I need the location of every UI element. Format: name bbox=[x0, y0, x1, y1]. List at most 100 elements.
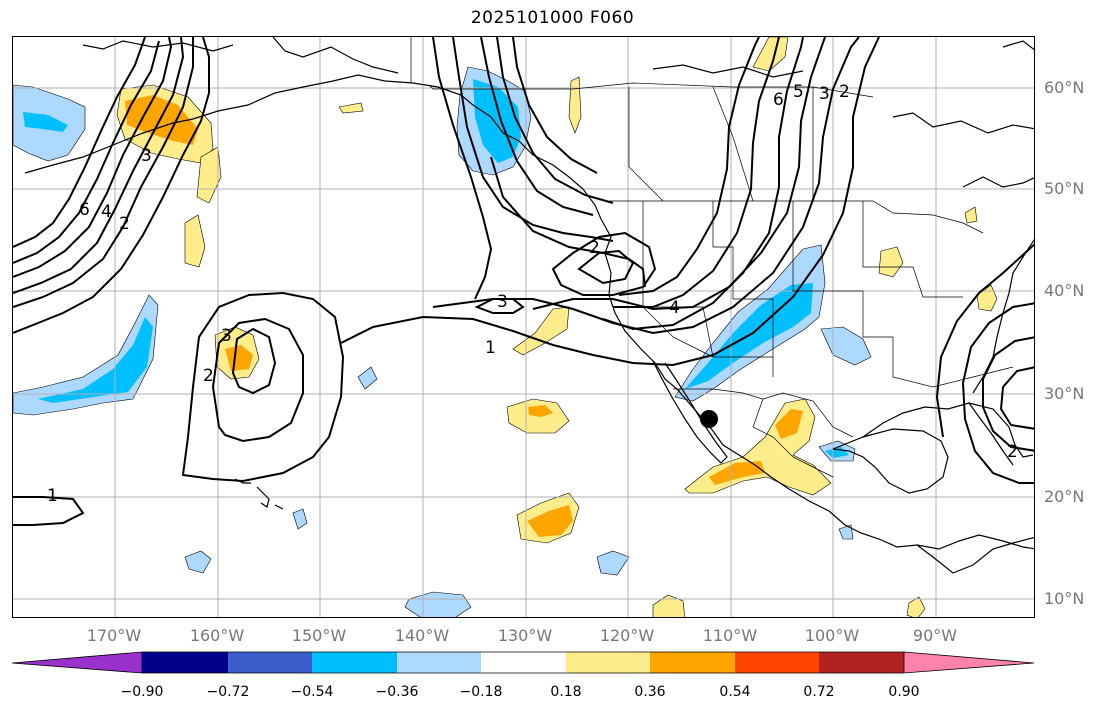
contour-label: 3 bbox=[141, 146, 152, 166]
contour-gulf-alaska-5 bbox=[432, 37, 493, 300]
contour-label: 6 bbox=[773, 90, 784, 110]
colorbar-tick-label: 0.90 bbox=[888, 684, 920, 700]
colorbar-segment bbox=[735, 652, 819, 673]
positive-area-central-pacific-core bbox=[225, 345, 253, 371]
coast-florida bbox=[968, 402, 1014, 466]
colorbar-tick-label: 0.18 bbox=[550, 684, 582, 700]
negative-area-small-6 bbox=[838, 524, 854, 540]
border-province-2 bbox=[712, 86, 754, 202]
shaded-fields bbox=[13, 37, 998, 617]
colorbar-segment bbox=[566, 652, 650, 673]
lat-label: 40°N bbox=[1044, 281, 1085, 300]
contour-6-main bbox=[618, 37, 760, 296]
border-province-4 bbox=[428, 82, 874, 98]
contour-nw-us-trough bbox=[551, 231, 657, 296]
positive-area-hawaii-north bbox=[184, 214, 206, 268]
contour-5-main bbox=[613, 37, 780, 308]
contour-east-low-4 bbox=[999, 366, 1034, 430]
coast-british-columbia bbox=[600, 218, 1034, 550]
border-mexico-states bbox=[752, 398, 834, 478]
colorbar-segment bbox=[397, 652, 481, 673]
colorbar-segment bbox=[142, 652, 228, 673]
contour-gulf-alaska-6 bbox=[490, 156, 646, 288]
border-us-canada bbox=[609, 200, 984, 234]
negative-area-small-5 bbox=[404, 591, 472, 617]
contour-gulf-alaska-2 bbox=[480, 37, 594, 216]
contour-label: 3 bbox=[819, 84, 830, 104]
island-hawaii-3 bbox=[274, 504, 284, 510]
contour-aleutian-6 bbox=[13, 37, 146, 248]
coast-alaska-north bbox=[82, 40, 234, 52]
coast-labrador bbox=[962, 176, 1034, 188]
positive-area-great-plains bbox=[878, 246, 904, 278]
positive-area-south-1 bbox=[652, 594, 686, 617]
colorbar-segment bbox=[312, 652, 397, 673]
positive-area-mexico-core bbox=[709, 461, 765, 485]
coast-alaska bbox=[24, 74, 602, 220]
contour-aleutian-2 bbox=[13, 37, 194, 308]
coast-gulf-mexico bbox=[832, 428, 949, 494]
colorbar-tick-label: −0.36 bbox=[375, 684, 419, 700]
coastlines bbox=[24, 37, 1034, 574]
border-province-1 bbox=[628, 87, 664, 202]
lon-label: 160°W bbox=[189, 626, 245, 645]
colorbar-segment bbox=[819, 652, 904, 673]
contour-label: 2 bbox=[203, 366, 214, 386]
map-title: 2025101000 F060 bbox=[470, 8, 635, 28]
positive-area-yukon bbox=[752, 37, 789, 72]
coast-central-america bbox=[916, 536, 1034, 574]
lon-label: 110°W bbox=[702, 626, 758, 645]
contour-label: 4 bbox=[101, 202, 112, 222]
contour-label: 2 bbox=[119, 214, 130, 234]
coast-greenland bbox=[1002, 40, 1034, 51]
colorbar-segment bbox=[650, 652, 735, 673]
contour-label: 1 bbox=[47, 486, 58, 506]
lat-label: 20°N bbox=[1044, 487, 1085, 506]
contour-east-low-2 bbox=[961, 302, 1034, 484]
negative-area-colorado bbox=[820, 326, 872, 366]
islands bbox=[234, 478, 284, 510]
colorbar-tick-label: 0.54 bbox=[719, 684, 751, 700]
colorbar-tick-label: 0.36 bbox=[634, 684, 666, 700]
negative-area-small-3 bbox=[184, 550, 212, 574]
positive-area-ohio-valley bbox=[976, 284, 998, 312]
contour-ridge-1 bbox=[13, 496, 85, 526]
colorbar-segment bbox=[228, 652, 312, 673]
negative-area-west-pacific-north-core bbox=[23, 112, 68, 132]
colorbar-tick-label: 0.72 bbox=[803, 684, 835, 700]
positive-area-south-2 bbox=[906, 596, 926, 617]
contour-gulf-alaska-3 bbox=[496, 37, 614, 204]
contour-aleutian-5 bbox=[13, 40, 160, 264]
negative-area-west-pacific-south-core bbox=[38, 317, 153, 403]
location-marker bbox=[700, 410, 718, 428]
border-state-4 bbox=[862, 201, 963, 298]
contour-aleutian-1 bbox=[13, 37, 210, 334]
lon-label: 90°W bbox=[912, 626, 958, 645]
map-canvas: 6 4 2 3 3 2 1 3 2 4 6 5 3 2 1 2 bbox=[13, 37, 1034, 617]
contour-label: 2 bbox=[1007, 442, 1018, 462]
lon-label: 100°W bbox=[804, 626, 860, 645]
contour-label: 1 bbox=[485, 338, 496, 358]
contour-label: 6 bbox=[79, 200, 90, 220]
colorbar-tick-label: −0.90 bbox=[120, 684, 164, 700]
contour-gulf-alaska-1 bbox=[452, 37, 614, 242]
map-panel: 6 4 2 3 3 2 1 3 2 4 6 5 3 2 1 2 bbox=[12, 36, 1035, 618]
colorbar-extend-high bbox=[903, 651, 1035, 674]
colorbar-tick-label: −0.54 bbox=[290, 684, 334, 700]
contour-east-low-3 bbox=[982, 336, 1034, 452]
positive-area-eastern-pacific-core bbox=[527, 505, 573, 537]
positive-area-mexico-core-2 bbox=[775, 409, 803, 439]
negative-area-small-4 bbox=[596, 550, 630, 576]
colorbar-extend-low bbox=[12, 651, 143, 674]
lon-label: 130°W bbox=[497, 626, 553, 645]
positive-area-small-a bbox=[338, 102, 364, 114]
contour-label: 5 bbox=[793, 82, 804, 102]
contour-label: 2 bbox=[589, 238, 600, 258]
coast-bering bbox=[272, 37, 399, 74]
positive-area-california-coast bbox=[512, 306, 570, 356]
contour-nw-us-trough-2 bbox=[577, 249, 635, 285]
border-state-1 bbox=[642, 201, 714, 358]
border-state-2 bbox=[712, 201, 774, 377]
positive-area-aleutian-core bbox=[125, 95, 198, 145]
lon-label: 170°W bbox=[86, 626, 142, 645]
